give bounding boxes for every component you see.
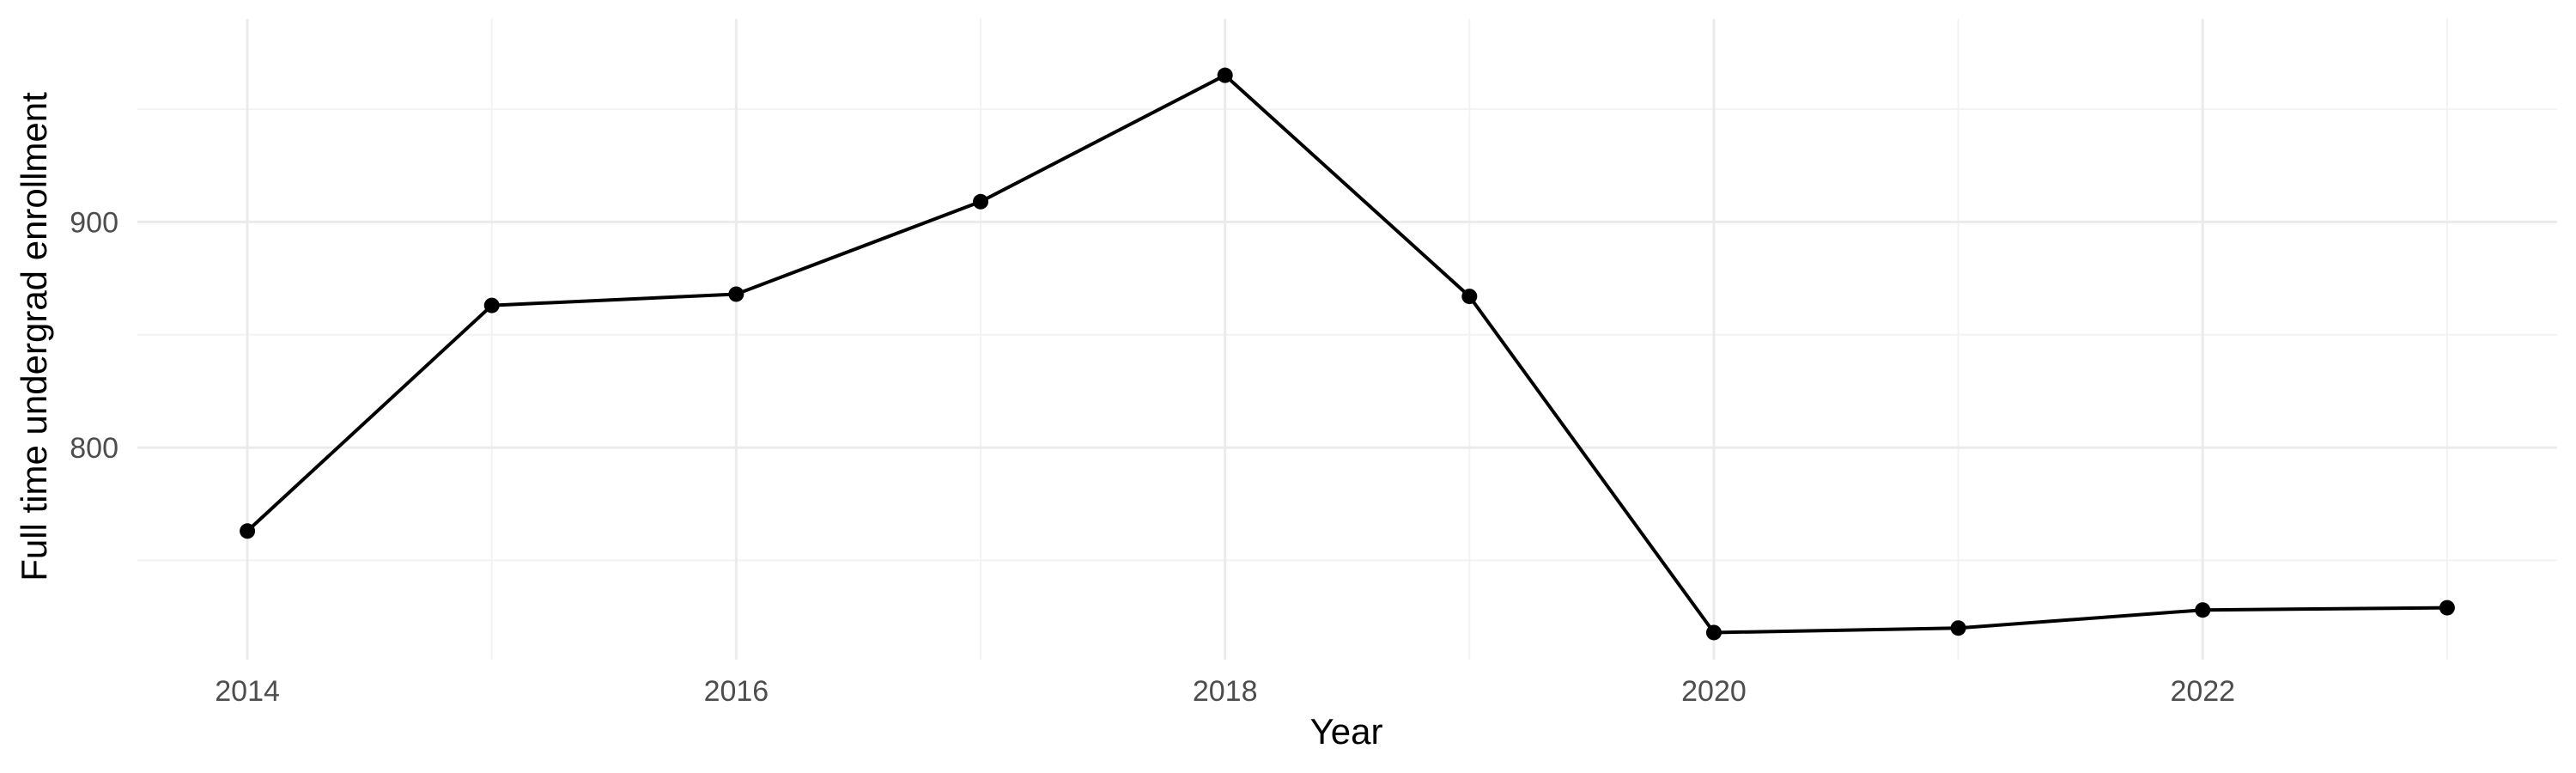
y-axis-title: Full time undergrad enrollment	[14, 92, 54, 581]
points-layer	[240, 67, 2455, 641]
y-tick-label: 800	[70, 432, 118, 465]
data-point	[2439, 600, 2455, 616]
data-point	[2195, 602, 2211, 618]
data-point	[240, 523, 256, 539]
data-point	[1461, 289, 1478, 305]
x-tick-label: 2020	[1681, 675, 1747, 708]
data-point	[973, 193, 989, 210]
x-tick-label: 2022	[2170, 675, 2235, 708]
data-point	[728, 286, 744, 302]
minor-gridlines	[137, 19, 2557, 660]
x-axis-title: Year	[1310, 711, 1383, 752]
x-tick-label: 2016	[704, 675, 769, 708]
tick-labels: 2014 2016 2018 2020 2022 800 900	[70, 206, 2235, 708]
series-line	[246, 73, 2449, 635]
data-point	[1705, 624, 1722, 641]
series-layer	[246, 73, 2449, 635]
x-tick-label: 2014	[215, 675, 280, 708]
data-point	[1217, 67, 1233, 83]
major-gridlines	[137, 19, 2557, 660]
x-tick-label: 2018	[1193, 675, 1258, 708]
y-tick-label: 900	[70, 206, 118, 239]
data-point	[1950, 620, 1966, 636]
data-point	[483, 297, 500, 313]
